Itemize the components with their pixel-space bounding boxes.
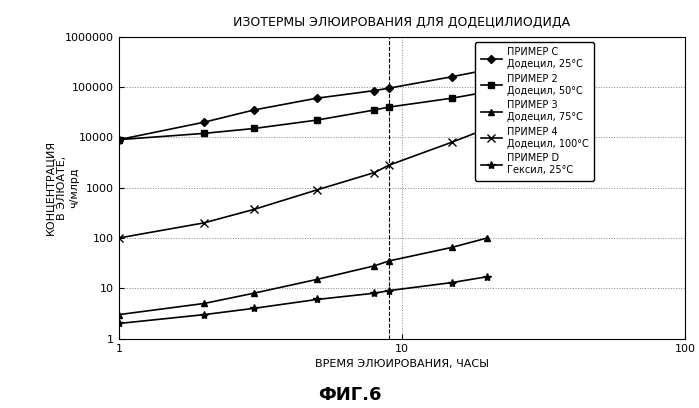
X-axis label: ВРЕМЯ ЭЛЮИРОВАНИЯ, ЧАСЫ: ВРЕМЯ ЭЛЮИРОВАНИЯ, ЧАСЫ (315, 359, 489, 369)
Text: ФИГ.6: ФИГ.6 (318, 386, 381, 404)
Y-axis label: КОНЦЕНТРАЦИЯ
В ЭЛЮАТЕ,
ч/млрд: КОНЦЕНТРАЦИЯ В ЭЛЮАТЕ, ч/млрд (45, 140, 79, 235)
Title: ИЗОТЕРМЫ ЭЛЮИРОВАНИЯ ДЛЯ ДОДЕЦИЛИОДИДА: ИЗОТЕРМЫ ЭЛЮИРОВАНИЯ ДЛЯ ДОДЕЦИЛИОДИДА (233, 16, 570, 29)
Legend: ПРИМЕР C
Додецил, 25°C, ПРИМЕР 2
Додецил, 50°C, ПРИМЕР 3
Додецил, 75°C, ПРИМЕР 4: ПРИМЕР C Додецил, 25°C, ПРИМЕР 2 Додецил… (475, 42, 594, 181)
